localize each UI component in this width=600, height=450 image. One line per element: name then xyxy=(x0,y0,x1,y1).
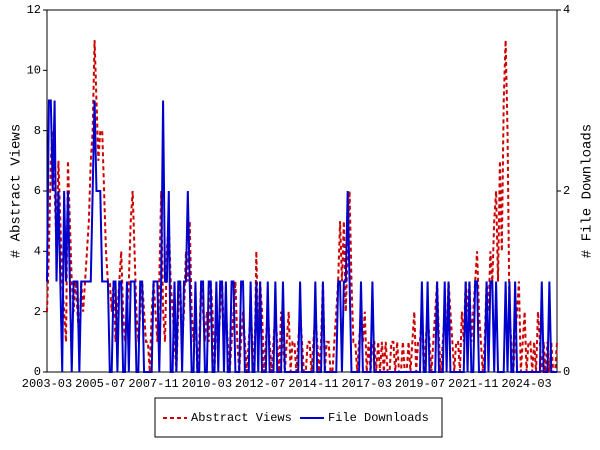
x-tick-label: 2007-11 xyxy=(128,377,178,391)
y2-tick-label: 4 xyxy=(563,3,570,17)
y-tick-label: 10 xyxy=(27,64,41,78)
x-tick-label: 2024-03 xyxy=(501,377,551,391)
legend xyxy=(154,397,443,438)
x-tick-label: 2021-11 xyxy=(448,377,498,391)
x-tick-label: 2017-03 xyxy=(341,377,391,391)
x-tick-label: 2003-03 xyxy=(22,377,72,391)
y-tick-label: 12 xyxy=(27,3,41,17)
y-tick-label: 4 xyxy=(34,245,41,259)
y2-tick-label: 2 xyxy=(563,184,570,198)
legend-label: Abstract Views xyxy=(191,411,292,425)
line-series xyxy=(46,40,558,373)
y-tick-label: 6 xyxy=(34,184,41,198)
x-tick-label: 2005-07 xyxy=(75,377,125,391)
x-tick-label: 2014-11 xyxy=(288,377,338,391)
y2-tick-label: 0 xyxy=(563,365,570,379)
y2-axis-label: # File Downloads xyxy=(580,124,596,258)
y-tick-label: 0 xyxy=(34,365,41,379)
y-axis-label: # Abstract Views xyxy=(9,124,25,258)
x-tick-label: 2019-07 xyxy=(395,377,445,391)
legend-label: File Downloads xyxy=(328,411,429,425)
y-tick-label: 8 xyxy=(34,124,41,138)
x-tick-label: 2010-03 xyxy=(182,377,232,391)
x-tick-label: 2012-07 xyxy=(235,377,285,391)
y-tick-label: 2 xyxy=(34,305,41,319)
line-series xyxy=(46,99,557,373)
